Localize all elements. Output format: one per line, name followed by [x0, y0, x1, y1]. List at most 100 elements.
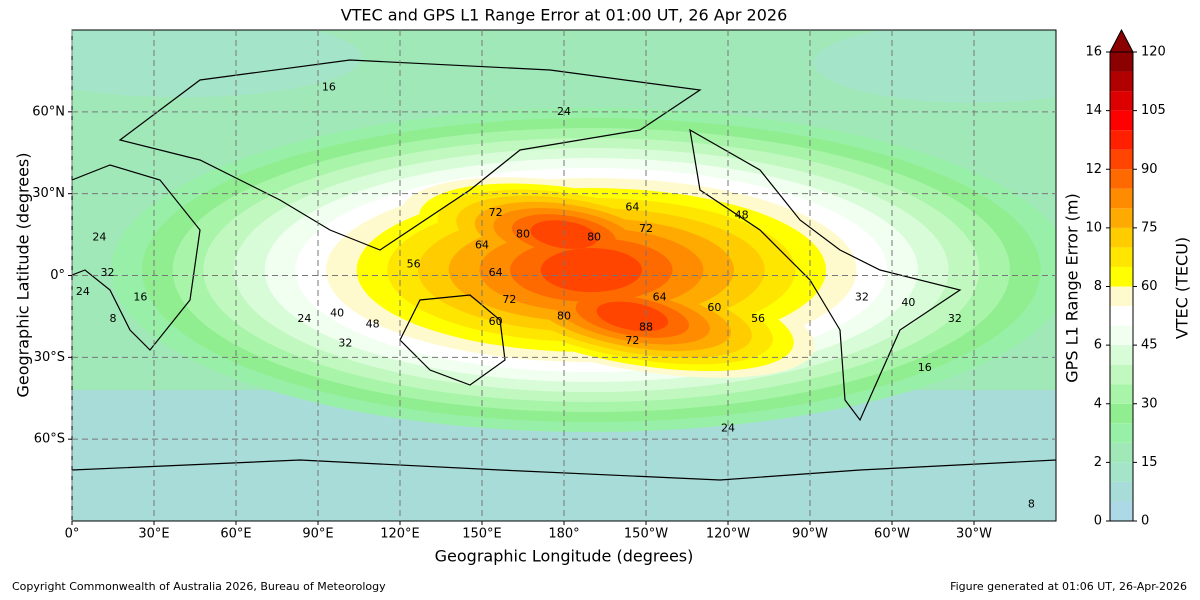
contour-label: 24 [92, 230, 106, 243]
contour-label: 72 [502, 293, 516, 306]
colorbar-left-tick-label: 0 [1094, 514, 1102, 529]
colorbar-swatch [1110, 403, 1133, 424]
x-tick-label: 90°W [792, 527, 828, 542]
contour-label: 8 [1028, 498, 1035, 511]
colorbar-swatch [1110, 501, 1133, 521]
contour-label: 64 [475, 238, 489, 251]
x-tick-label: 60°W [874, 527, 910, 542]
colorbar-left-tick-label: 16 [1085, 45, 1102, 60]
x-tick-label: 150°W [624, 527, 668, 542]
x-tick-label: 180° [548, 527, 579, 542]
contour-label: 40 [330, 307, 344, 320]
colorbar-swatch [1110, 423, 1133, 443]
colorbar-right-tick-label: 15 [1141, 455, 1158, 470]
colorbar-left-tick-label: 10 [1085, 220, 1102, 235]
y-tick-label: 60°S [34, 432, 65, 447]
colorbar-extend [1109, 28, 1134, 53]
footer-right: Figure generated at 01:06 UT, 26-Apr-202… [950, 580, 1187, 593]
colorbar-swatch [1110, 208, 1133, 228]
contour-label: 48 [366, 318, 380, 331]
field-north [814, 30, 1056, 103]
colorbar-left-tick-label: 2 [1094, 455, 1102, 470]
contour-label: 80 [557, 309, 571, 322]
vtec-field [72, 30, 1056, 521]
colorbar-right-tick-label: 60 [1141, 279, 1158, 294]
colorbar-swatch [1110, 110, 1133, 131]
contour-label: 64 [653, 290, 667, 303]
contour-label: 72 [489, 206, 503, 219]
colorbar-right-tick-label: 75 [1141, 220, 1158, 235]
colorbar-swatch [1110, 442, 1133, 463]
colorbar-swatch [1110, 266, 1133, 287]
contour-label: 88 [639, 320, 653, 333]
colorbar-left-tick-label: 8 [1094, 279, 1102, 294]
contour-label: 64 [625, 200, 639, 213]
colorbar-swatch [1110, 481, 1133, 502]
x-tick-label: 30°E [138, 527, 169, 542]
contour-label: 8 [110, 312, 117, 325]
x-tick-label: 120°W [706, 527, 750, 542]
colorbar-swatch [1110, 71, 1133, 92]
colorbar-left-tick-label: 4 [1094, 396, 1102, 411]
y-tick-label: 30°N [32, 186, 65, 201]
colorbar-swatch [1110, 149, 1133, 170]
colorbar-right-tick-label: 90 [1141, 162, 1158, 177]
contour-label: 48 [735, 208, 749, 221]
contour-label: 56 [407, 258, 421, 271]
x-tick-label: 0° [65, 527, 80, 542]
field-band [540, 248, 642, 293]
y-axis-label: Geographic Latitude (degrees) [14, 152, 33, 397]
colorbar-swatch [1110, 169, 1133, 189]
colorbar-right-tick-label: 30 [1141, 396, 1158, 411]
colorbar-swatch [1110, 306, 1133, 326]
contour-label: 32 [338, 337, 352, 350]
colorbar-left-label: GPS L1 Range Error (m) [1063, 193, 1082, 382]
y-tick-label: 60°N [32, 104, 65, 119]
colorbar-swatch [1110, 247, 1133, 267]
contour-label: 40 [901, 296, 915, 309]
contour-label: 60 [489, 315, 503, 328]
field-lobe [596, 301, 669, 332]
contour-label: 16 [133, 290, 147, 303]
colorbar-swatch [1110, 364, 1133, 385]
colorbar-left-tick-label: 14 [1085, 103, 1102, 118]
contour-label: 80 [516, 228, 530, 241]
contour-label: 32 [101, 266, 115, 279]
x-tick-label: 90°E [302, 527, 333, 542]
colorbar-swatch [1110, 462, 1133, 482]
colorbar-right-label: VTEC (TECU) [1173, 237, 1192, 339]
contour-label: 24 [721, 421, 735, 434]
contour-label: 24 [557, 105, 571, 118]
field-north [72, 30, 362, 98]
contour-label: 32 [855, 290, 869, 303]
colorbar-left-tick-label: 6 [1094, 338, 1102, 353]
colorbar-swatch [1110, 188, 1133, 209]
x-tick-label: 60°E [220, 527, 251, 542]
colorbar-swatch [1110, 345, 1133, 365]
colorbar-right-tick-label: 120 [1141, 45, 1166, 60]
x-tick-label: 30°W [956, 527, 992, 542]
y-tick-label: 30°S [34, 350, 65, 365]
footer-left: Copyright Commonwealth of Australia 2026… [12, 580, 386, 593]
colorbar-left-tick-label: 12 [1085, 162, 1102, 177]
colorbar-swatch [1110, 91, 1133, 111]
colorbar-swatch [1110, 227, 1133, 248]
contour-label: 56 [751, 312, 765, 325]
x-tick-label: 150°E [462, 527, 502, 542]
colorbar-swatch [1110, 325, 1133, 346]
colorbar-right-tick-label: 45 [1141, 338, 1158, 353]
colorbar-right-tick-label: 0 [1141, 514, 1149, 529]
contour-label: 32 [948, 312, 962, 325]
contour-label: 60 [707, 301, 721, 314]
colorbar-swatch [1110, 286, 1133, 307]
contour-label: 16 [918, 361, 932, 374]
contour-label: 16 [322, 80, 336, 93]
contour-label: 64 [489, 266, 503, 279]
coastlines [72, 59, 1056, 481]
x-axis-label: Geographic Longitude (degrees) [435, 547, 694, 566]
contour-label: 24 [76, 285, 90, 298]
colorbar-swatch [1110, 52, 1133, 72]
chart-title: VTEC and GPS L1 Range Error at 01:00 UT,… [341, 6, 788, 25]
x-tick-label: 120°E [380, 527, 420, 542]
contour-label: 80 [587, 230, 601, 243]
